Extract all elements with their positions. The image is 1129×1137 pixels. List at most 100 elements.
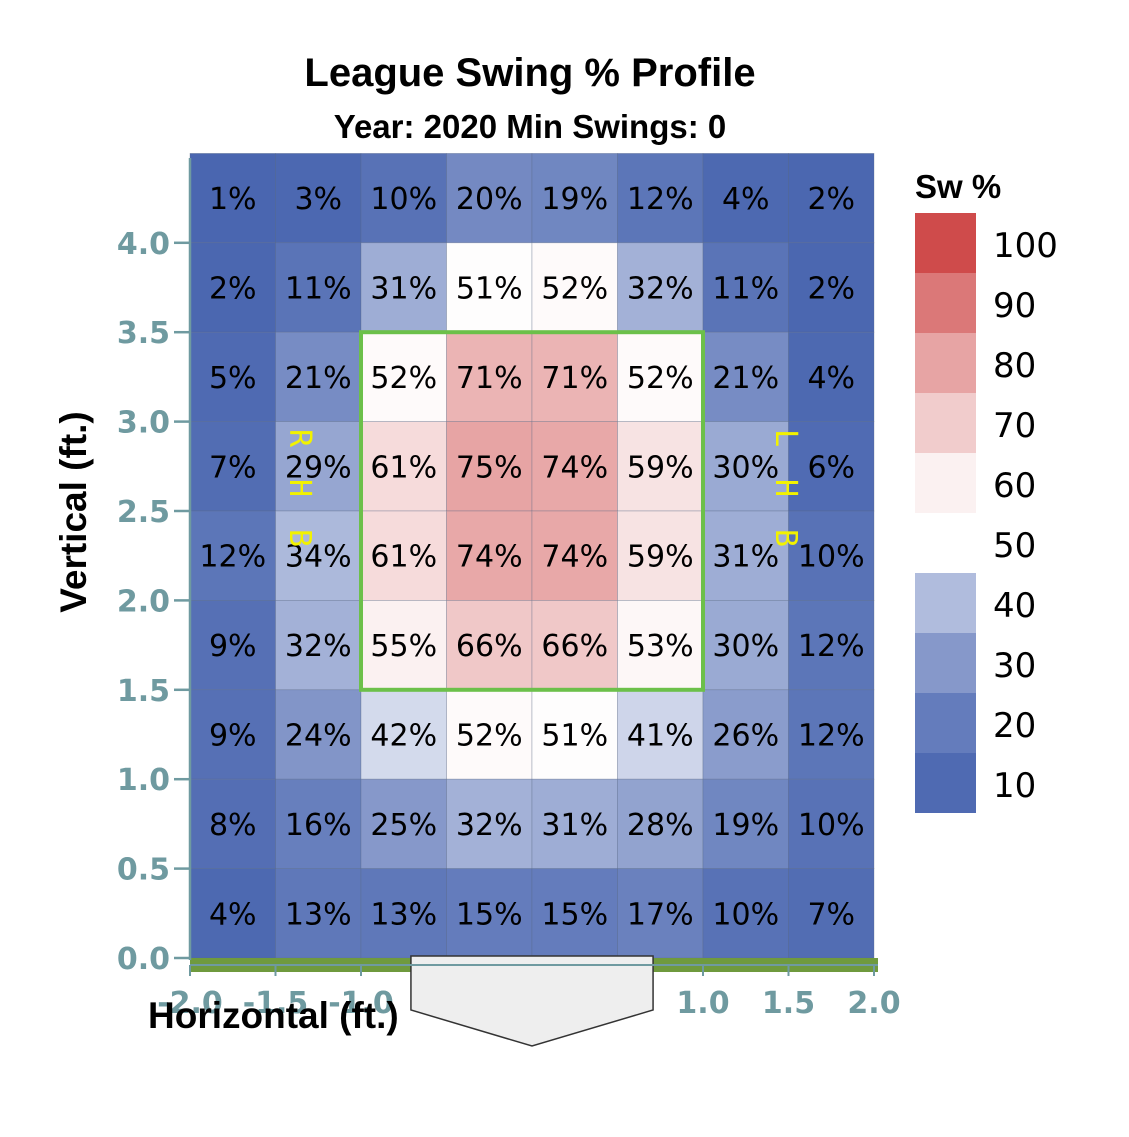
cell-value-label: 9% bbox=[209, 719, 257, 754]
cell-value-label: 42% bbox=[370, 719, 437, 754]
cell-value-label: 2% bbox=[807, 272, 855, 307]
rhb-label: R bbox=[282, 429, 317, 448]
cell-value-label: 71% bbox=[456, 361, 523, 396]
cell-value-label: 32% bbox=[456, 808, 523, 843]
cell-value-label: 3% bbox=[294, 182, 342, 217]
heatmap-cell bbox=[275, 242, 362, 333]
heatmap-cell bbox=[788, 153, 875, 244]
cell-value-label: 1% bbox=[209, 182, 257, 217]
heatmap-cell bbox=[360, 510, 447, 601]
cell-value-label: 13% bbox=[370, 897, 437, 932]
cell-value-label: 31% bbox=[712, 540, 779, 575]
home-plate bbox=[410, 955, 654, 1047]
y-tick-label: 3.0 bbox=[117, 406, 170, 441]
legend-label: 70 bbox=[993, 406, 1036, 446]
cell-value-label: 74% bbox=[456, 540, 523, 575]
x-tick-label: -2.0 bbox=[157, 986, 223, 1021]
axes: 0.0 0.5 1.0 1.5 2.0 2.5 3.0 3.5 4.0 -2.0 -1.5 -1.0 1… bbox=[117, 158, 901, 1021]
cell-value-label: 12% bbox=[627, 182, 694, 217]
cell-value-label: 32% bbox=[627, 272, 694, 307]
x-tick-label: 2.0 bbox=[847, 986, 900, 1021]
cell-value-label: 10% bbox=[712, 897, 779, 932]
heatmap-cell bbox=[446, 510, 533, 601]
cell-value-label: 12% bbox=[798, 719, 865, 754]
heatmap-cells bbox=[189, 153, 875, 959]
cell-value-label: 12% bbox=[199, 540, 266, 575]
heatmap-cell bbox=[360, 331, 447, 422]
x-tick-label: -1.0 bbox=[328, 986, 394, 1021]
cell-value-label: 11% bbox=[285, 272, 352, 307]
cell-value-label: 2% bbox=[209, 272, 257, 307]
heatmap-cell bbox=[275, 153, 362, 244]
heatmap-cell bbox=[531, 600, 618, 691]
cell-value-label: 28% bbox=[627, 808, 694, 843]
heatmap-cell bbox=[702, 153, 789, 244]
cell-value-label: 4% bbox=[209, 897, 257, 932]
legend-label: 60 bbox=[993, 466, 1036, 506]
cell-value-label: 52% bbox=[627, 361, 694, 396]
y-tick-label: 3.5 bbox=[117, 316, 170, 351]
cell-value-label: 19% bbox=[541, 182, 608, 217]
legend-swatch bbox=[915, 453, 976, 513]
cell-value-label: 29% bbox=[285, 450, 352, 485]
cell-value-label: 30% bbox=[712, 450, 779, 485]
heatmap-cell bbox=[531, 868, 618, 959]
heatmap-cell bbox=[446, 331, 533, 422]
heatmap-cell bbox=[702, 689, 789, 780]
cell-value-label: 74% bbox=[541, 450, 608, 485]
x-tick-label: -1.5 bbox=[243, 986, 309, 1021]
cell-value-label: 4% bbox=[807, 361, 855, 396]
heatmap-cell bbox=[189, 421, 276, 512]
cell-value-label: 20% bbox=[456, 182, 523, 217]
legend-label: 100 bbox=[993, 226, 1058, 266]
cell-value-label: 11% bbox=[712, 272, 779, 307]
heatmap-cell bbox=[531, 689, 618, 780]
cell-value-label: 26% bbox=[712, 719, 779, 754]
color-legend: Sw % 100 90 80 70 60 50 40 30 20 10 bbox=[915, 168, 1058, 813]
cell-value-label: 9% bbox=[209, 629, 257, 664]
cell-value-label: 52% bbox=[456, 719, 523, 754]
y-tick-label: 0.0 bbox=[117, 942, 170, 977]
rhb-label: H bbox=[282, 479, 317, 497]
legend-label: 20 bbox=[993, 706, 1036, 746]
legend-label: 40 bbox=[993, 586, 1036, 626]
heatmap-cell bbox=[702, 600, 789, 691]
cell-value-label: 32% bbox=[285, 629, 352, 664]
cell-value-label: 30% bbox=[712, 629, 779, 664]
heatmap-cell bbox=[702, 242, 789, 333]
y-tick-label: 2.0 bbox=[117, 584, 170, 619]
cell-value-label: 24% bbox=[285, 719, 352, 754]
heatmap-cell bbox=[189, 331, 276, 422]
cell-value-label: 75% bbox=[456, 450, 523, 485]
heatmap-cell bbox=[360, 153, 447, 244]
cell-value-label: 7% bbox=[807, 897, 855, 932]
batter-labels: R H B L H B bbox=[282, 429, 803, 547]
cell-value-label: 6% bbox=[807, 450, 855, 485]
heatmap-cell bbox=[531, 242, 618, 333]
lhb-label: B bbox=[768, 529, 803, 547]
cell-value-label: 5% bbox=[209, 361, 257, 396]
heatmap-cell bbox=[275, 600, 362, 691]
heatmap-cell bbox=[360, 600, 447, 691]
legend-swatch bbox=[915, 213, 976, 273]
x-tick-label: 1.0 bbox=[676, 986, 729, 1021]
heatmap-cell bbox=[446, 868, 533, 959]
legend-swatch bbox=[915, 753, 976, 813]
legend-label: 30 bbox=[993, 646, 1036, 686]
lhb-label: H bbox=[768, 479, 803, 497]
heatmap-cell bbox=[617, 868, 704, 959]
cell-labels: 1% 3% 10% 20% 19% 12% 4% 2% 2% 11% 31% 51% 52% 32% 11%… bbox=[199, 182, 864, 932]
heatmap-cell bbox=[788, 510, 875, 601]
heatmap-cell bbox=[189, 689, 276, 780]
heatmap-cell bbox=[617, 153, 704, 244]
cell-value-label: 53% bbox=[627, 629, 694, 664]
legend-swatch bbox=[915, 273, 976, 333]
legend-swatch bbox=[915, 633, 976, 693]
cell-value-label: 52% bbox=[541, 272, 608, 307]
cell-value-label: 61% bbox=[370, 450, 437, 485]
heatmap-cell bbox=[446, 242, 533, 333]
legend-swatch bbox=[915, 393, 976, 453]
legend-swatch bbox=[915, 693, 976, 753]
chart-title: League Swing % Profile bbox=[304, 51, 755, 95]
